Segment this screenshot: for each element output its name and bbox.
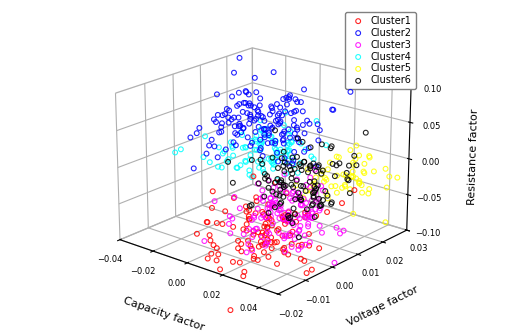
Legend: Cluster1, Cluster2, Cluster3, Cluster4, Cluster5, Cluster6: Cluster1, Cluster2, Cluster3, Cluster4, … [345, 12, 415, 89]
X-axis label: Capacity factor: Capacity factor [122, 295, 206, 332]
Y-axis label: Voltage factor: Voltage factor [345, 284, 420, 328]
